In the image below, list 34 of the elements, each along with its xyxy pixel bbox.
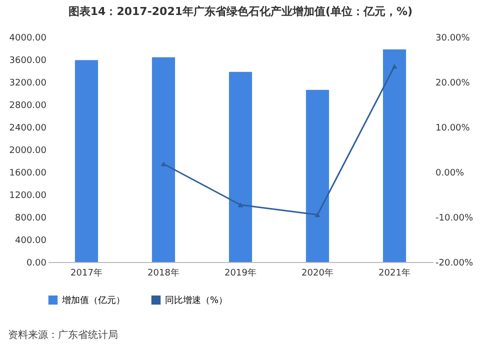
y-tick-label: 2000.00: [9, 146, 47, 156]
legend-label: 同比增速（%）: [165, 295, 228, 306]
y2-tick-label: 0.00%: [436, 168, 465, 178]
bar: [228, 72, 252, 262]
y-tick-label: 1600.00: [9, 168, 47, 178]
bar: [152, 57, 176, 262]
y-tick-label: 4000.00: [9, 34, 47, 44]
x-tick-label: 2017年: [70, 268, 102, 278]
bar: [74, 60, 98, 262]
y-tick-label: 1200.00: [9, 191, 47, 201]
y2-tick-label: -20.00%: [436, 258, 474, 268]
y-tick-label: 2400.00: [9, 124, 47, 134]
x-tick-label: 2018年: [148, 268, 180, 278]
point: [160, 162, 166, 166]
bar: [306, 90, 330, 262]
y-tick-label: 3600.00: [9, 56, 47, 66]
y-tick-label: 3200.00: [9, 78, 47, 88]
y2-tick-label: 20.00%: [436, 78, 470, 88]
y2-tick-label: -10.00%: [436, 214, 474, 224]
y-tick-label: 400.00: [15, 236, 47, 246]
x-tick-label: 2020年: [302, 268, 334, 278]
chart-title: 图表14：2017-2021年广东省绿色石化产业增加值(单位：亿元，%): [68, 5, 413, 18]
point: [314, 212, 320, 218]
y2-tick-label: 10.00%: [436, 124, 470, 134]
legend-label: 增加值（亿元）: [61, 295, 125, 306]
y-tick-label: 2800.00: [9, 101, 47, 111]
y2-tick-label: 30.00%: [436, 34, 470, 44]
x-tick-label: 2021年: [378, 268, 410, 278]
y-tick-label: 800.00: [15, 214, 47, 224]
bar: [382, 49, 406, 262]
x-tick-label: 2019年: [224, 268, 256, 278]
y-tick-label: 0.00: [26, 258, 47, 268]
text: 资料来源：广东省统计局: [8, 328, 118, 342]
point: [392, 64, 398, 69]
